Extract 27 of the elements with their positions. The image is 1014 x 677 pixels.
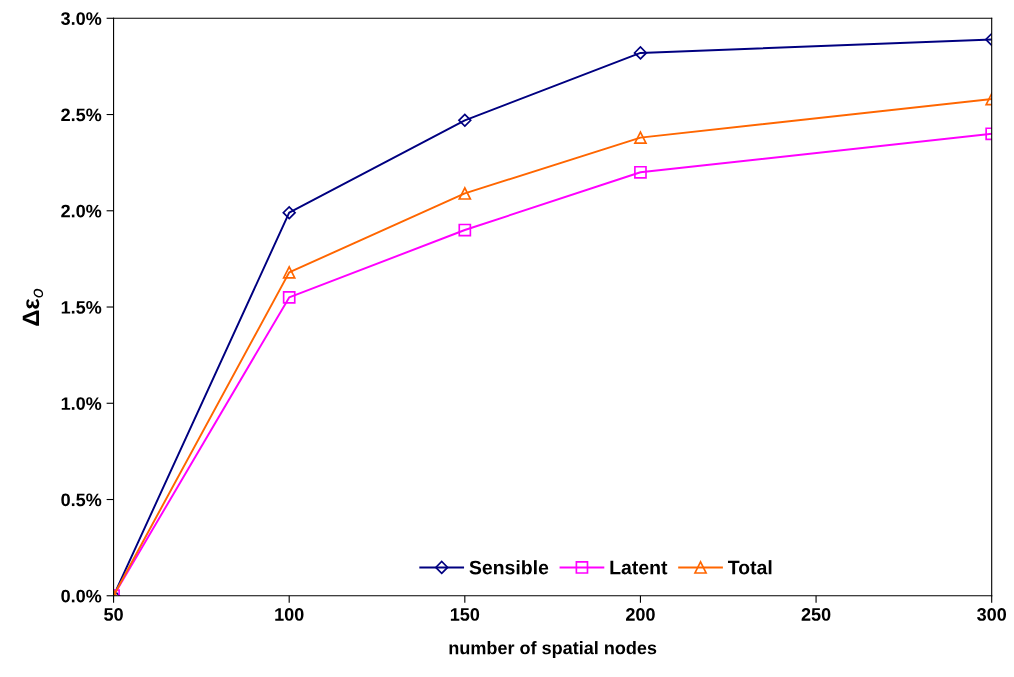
x-tick-label: 200 [626, 608, 655, 621]
y-tick-label: 0.5% [61, 493, 102, 507]
y-tick-label: 1.5% [61, 301, 102, 314]
y-tick-label: 2.0% [61, 204, 102, 218]
x-tick-label: 100 [275, 608, 304, 621]
y-tick-label: 1.0% [61, 397, 102, 410]
legend-label: Total [727, 560, 772, 575]
point [458, 187, 472, 200]
point [458, 113, 472, 128]
point [282, 265, 296, 279]
point [282, 205, 296, 220]
x-tick-label: 300 [977, 608, 1007, 621]
x-tick-label: 250 [801, 608, 831, 621]
point [634, 165, 647, 179]
y-tick-label: 0.0% [61, 589, 102, 603]
legend-label: Sensible [469, 560, 549, 575]
point [634, 131, 647, 145]
y-tick-label: 2.5% [61, 108, 102, 122]
point [282, 291, 296, 304]
x-tick-label: 50 [104, 608, 123, 621]
x-axis-title: number of spatial nodes [449, 641, 657, 658]
point [633, 46, 648, 60]
x-tick-label: 150 [450, 608, 480, 621]
y-tick-label: 3.0% [61, 12, 102, 26]
y-axis-title: Δε$_{o}$ [22, 288, 44, 326]
legend-label: Latent [610, 560, 668, 575]
point [458, 223, 472, 237]
